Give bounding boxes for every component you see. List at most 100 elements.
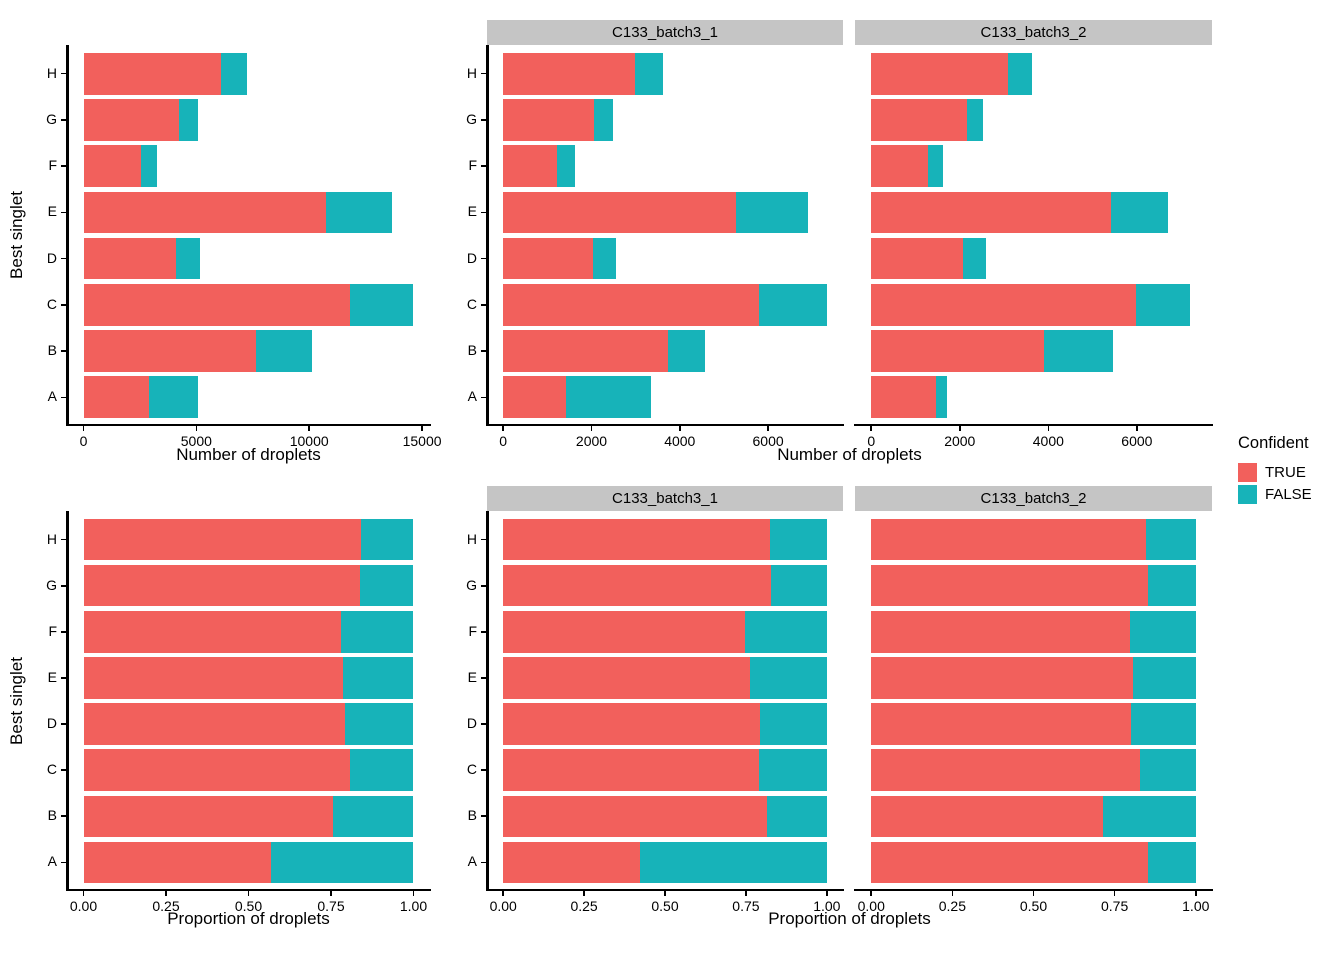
x-tick-mark bbox=[745, 890, 747, 896]
x-tick-mark bbox=[826, 890, 828, 896]
bar-false-segment bbox=[594, 99, 614, 141]
y-tick-mark bbox=[481, 211, 487, 214]
y-category-label: B bbox=[47, 807, 57, 824]
bar-true-segment bbox=[83, 52, 222, 95]
x-tick-mark bbox=[583, 890, 585, 896]
y-category-label: E bbox=[47, 668, 57, 685]
bar-true-segment bbox=[503, 841, 641, 884]
bar-false-segment bbox=[735, 191, 809, 234]
x-tick-mark bbox=[502, 425, 504, 431]
bar-false-segment bbox=[349, 749, 414, 791]
y-tick-mark bbox=[61, 815, 67, 817]
y-category-label: E bbox=[47, 203, 57, 220]
y-category-label: F bbox=[48, 157, 57, 174]
x-tick-label: 0 bbox=[867, 433, 876, 449]
x-tick-mark bbox=[664, 890, 666, 896]
y-tick-mark bbox=[481, 585, 487, 587]
bar-true-segment bbox=[871, 52, 1008, 95]
bar-true-segment bbox=[503, 703, 760, 745]
facet-strip-prop-batch2: C133_batch3_2 bbox=[855, 486, 1212, 511]
bar-true-segment bbox=[871, 518, 1147, 561]
bar-false-segment bbox=[140, 145, 158, 187]
bar-false-segment bbox=[179, 99, 199, 141]
y-category-label: D bbox=[466, 249, 477, 266]
x-tick-label: 0.50 bbox=[1019, 898, 1048, 914]
x-tick-label: 0.25 bbox=[938, 898, 966, 914]
bar-false-segment bbox=[345, 703, 414, 745]
legend-swatch-false-icon bbox=[1238, 485, 1257, 504]
panel-prop-batch1: A B C D E F G H 0.00 0.25 0.50 0.75 1.00 bbox=[466, 511, 844, 914]
panel-prop-overall: A B C D E F G H 0.00 0.25 0.50 0.75 1.00 bbox=[46, 511, 431, 914]
bar-true-segment bbox=[871, 191, 1111, 234]
bar-false-segment bbox=[758, 284, 827, 326]
legend-swatch-true-icon bbox=[1238, 463, 1257, 482]
legend-confident: Confident TRUE FALSE bbox=[1238, 434, 1312, 507]
x-tick-mark bbox=[165, 890, 167, 896]
bar-false-segment bbox=[1135, 284, 1191, 326]
bar-true-segment bbox=[503, 518, 770, 561]
bar-true-segment bbox=[503, 52, 635, 95]
bar-true-segment bbox=[83, 145, 141, 187]
x-tick-label: 6000 bbox=[1121, 433, 1153, 449]
panel-counts-batch1: A B C D E F G H 0 2000 4000 6000 bbox=[466, 45, 844, 449]
y-category-label: F bbox=[48, 622, 57, 639]
bar-false-segment bbox=[592, 237, 617, 280]
bar-true-segment bbox=[503, 795, 767, 837]
x-axis-title-prop-overall: Proportion of droplets bbox=[167, 909, 330, 928]
y-tick-mark bbox=[481, 769, 487, 771]
x-tick-mark bbox=[502, 890, 504, 896]
y-tick-mark bbox=[481, 165, 487, 167]
y-category-label: C bbox=[46, 295, 57, 312]
y-category-label: H bbox=[46, 64, 57, 81]
y-category-label: D bbox=[46, 249, 57, 266]
y-tick-mark bbox=[61, 769, 67, 771]
bar-false-segment bbox=[1146, 518, 1196, 561]
bar-false-segment bbox=[1139, 749, 1196, 791]
bar-false-segment bbox=[758, 749, 827, 791]
y-tick-mark bbox=[61, 350, 67, 352]
bar-true-segment bbox=[83, 376, 149, 419]
x-tick-mark bbox=[412, 890, 415, 896]
bar-true-segment bbox=[871, 99, 967, 141]
y-category-label: B bbox=[467, 807, 477, 824]
y-category-label: G bbox=[46, 576, 57, 593]
bar-true-segment bbox=[871, 657, 1133, 699]
y-tick-mark bbox=[61, 257, 67, 260]
bar-false-segment bbox=[221, 52, 248, 95]
bar-true-segment bbox=[83, 284, 350, 326]
bar-true-segment bbox=[503, 191, 736, 234]
y-axis-line bbox=[66, 511, 69, 891]
y-tick-mark bbox=[481, 538, 487, 541]
facet-strip-label: C133_batch3_1 bbox=[612, 24, 718, 41]
bar-false-segment bbox=[148, 376, 199, 419]
panel-counts-batch2: 0 2000 4000 6000 bbox=[854, 46, 1213, 449]
x-tick-mark bbox=[308, 425, 310, 431]
bar-true-segment bbox=[503, 657, 751, 699]
bar-false-segment bbox=[361, 518, 414, 561]
x-axis-title-counts-overall: Number of droplets bbox=[176, 445, 321, 464]
x-tick-mark bbox=[1195, 890, 1197, 896]
y-category-label: D bbox=[46, 715, 57, 732]
bar-true-segment bbox=[871, 611, 1130, 653]
x-axis-line bbox=[486, 423, 844, 426]
bar-false-segment bbox=[1148, 841, 1196, 884]
x-tick-label: 0.75 bbox=[1101, 898, 1129, 914]
bar-false-segment bbox=[640, 841, 827, 884]
bar-false-segment bbox=[962, 237, 986, 280]
x-tick-mark bbox=[421, 425, 423, 431]
x-tick-label: 10000 bbox=[289, 433, 329, 449]
y-tick-mark bbox=[61, 538, 67, 541]
facet-strip-label: C133_batch3_1 bbox=[612, 490, 718, 507]
bar-true-segment bbox=[503, 611, 745, 653]
bar-false-segment bbox=[1044, 330, 1114, 372]
x-tick-label: 0.75 bbox=[317, 898, 345, 914]
x-axis-title-counts-facets: Number of droplets bbox=[777, 445, 922, 464]
x-axis-title-prop-facets: Proportion of droplets bbox=[768, 909, 931, 928]
y-category-label: A bbox=[467, 388, 477, 405]
x-tick-label: 0 bbox=[79, 433, 88, 449]
bar-false-segment bbox=[349, 284, 414, 326]
bar-false-segment bbox=[750, 657, 827, 699]
bar-false-segment bbox=[759, 703, 827, 745]
bar-true-segment bbox=[871, 330, 1045, 372]
